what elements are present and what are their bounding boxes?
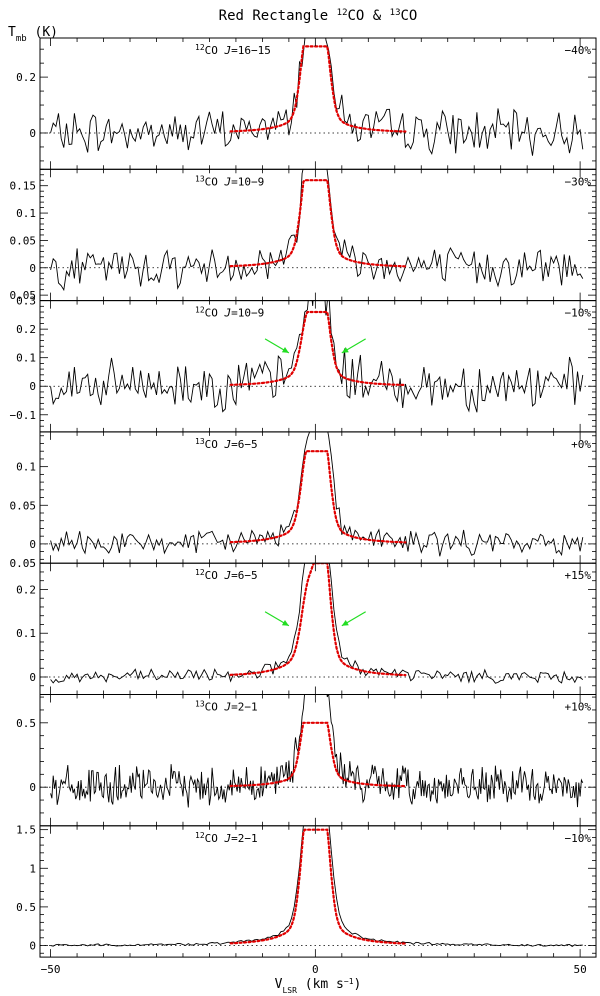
y-tick-label: 0.2 <box>16 323 36 336</box>
model-spectrum <box>229 310 407 387</box>
scale-label: +15% <box>565 569 592 582</box>
panel-frame <box>39 694 597 827</box>
transition-label: 13CO J=6−5 <box>195 436 258 451</box>
model-spectrum <box>229 721 407 788</box>
y-tick-label: 0.05 <box>10 557 37 570</box>
y-tick-label: 0.1 <box>16 352 36 365</box>
observed-spectrum <box>50 300 584 413</box>
y-tick-label: 0.05 <box>10 289 37 302</box>
transition-label: 13CO J=10−9 <box>195 174 264 189</box>
model-spectrum <box>229 563 407 677</box>
y-tick-label: 0.5 <box>16 717 36 730</box>
x-tick-label: −50 <box>41 963 61 976</box>
scale-label: +10% <box>565 701 592 714</box>
y-tick-label: 0.5 <box>16 901 36 914</box>
y-tick-label: 0 <box>29 380 36 393</box>
scale-label: −10% <box>565 307 592 320</box>
y-tick-label: 0.2 <box>16 71 36 84</box>
x-tick-label: 0 <box>312 963 319 976</box>
transition-label: 12CO J=16−15 <box>195 43 271 58</box>
panel-1: 0 0.2 12CO J=16−15 −40% <box>16 37 597 170</box>
observed-spectrum <box>50 694 584 808</box>
model-spectrum <box>229 179 407 268</box>
observed-spectrum <box>50 825 583 947</box>
panel-frame <box>39 562 597 696</box>
scale-label: −10% <box>565 832 592 845</box>
y-tick-label: 1.5 <box>16 824 36 837</box>
spectra-panels: 0 0.2 12CO J=16−15 −40% 0.05 0 0.05 0.1 0.15 13CO… <box>10 37 597 976</box>
figure-title: Red Rectangle 12CO & 13CO <box>219 8 418 24</box>
panel-6: 0 0.5 13CO J=2−1 +10% <box>16 694 597 827</box>
panel-4: 0 0.05 0.1 13CO J=6−5 +0% <box>10 431 597 564</box>
y-tick-label: 0 <box>29 671 36 684</box>
y-tick-label: −0.1 <box>10 409 37 422</box>
panel-frame <box>39 825 597 958</box>
y-tick-label: 0.2 <box>16 583 36 596</box>
panel-frame <box>39 300 597 433</box>
transition-label: 12CO J=2−1 <box>195 830 258 845</box>
y-tick-label: 0 <box>29 538 36 551</box>
model-spectrum <box>229 828 407 945</box>
y-tick-label: 0.1 <box>16 461 36 474</box>
y-tick-label: 0.3 <box>16 295 36 308</box>
x-axis-label: VLSR (km s−1) <box>275 977 362 995</box>
model-spectrum <box>229 450 407 544</box>
y-tick-label: 0.1 <box>16 627 36 640</box>
arrow-left <box>264 338 290 354</box>
arrow-right <box>341 611 366 627</box>
scale-label: +0% <box>571 438 591 451</box>
y-tick-label: 0 <box>29 940 36 953</box>
y-tick-label: 0 <box>29 262 36 275</box>
arrow-left <box>264 611 290 627</box>
scale-label: −30% <box>565 175 592 188</box>
transition-label: 12CO J=6−5 <box>195 568 258 583</box>
panel-3: −0.1 0 0.1 0.2 0.3 12CO J=10−9 −10% <box>10 295 597 433</box>
observed-spectrum <box>50 563 584 684</box>
transition-label: 12CO J=10−9 <box>195 305 264 320</box>
scale-label: −40% <box>565 44 592 57</box>
observed-spectrum <box>50 431 584 557</box>
y-tick-label: 0.05 <box>10 499 37 512</box>
panel-frame <box>39 37 597 170</box>
y-tick-label: 1 <box>29 862 36 875</box>
y-tick-label: 0 <box>29 127 36 140</box>
panel-2: 0.05 0 0.05 0.1 0.15 13CO J=10−9 −30% <box>10 168 597 302</box>
x-tick-label: 50 <box>573 963 586 976</box>
y-axis-label: Tmb (K) <box>8 25 58 44</box>
observed-spectrum <box>50 38 584 156</box>
y-tick-label: 0.1 <box>16 207 36 220</box>
observed-spectrum <box>50 169 584 292</box>
y-tick-label: 0 <box>29 781 36 794</box>
arrow-right <box>341 338 366 354</box>
panel-7: 0 0.5 1 1.5 12CO J=2−1 −10% −50 0 50 <box>16 824 597 976</box>
model-spectrum <box>229 45 407 133</box>
y-tick-label: 0.15 <box>10 180 37 193</box>
transition-label: 13CO J=2−1 <box>195 699 258 714</box>
panel-frame <box>39 168 597 302</box>
y-tick-label: 0.05 <box>10 234 37 247</box>
